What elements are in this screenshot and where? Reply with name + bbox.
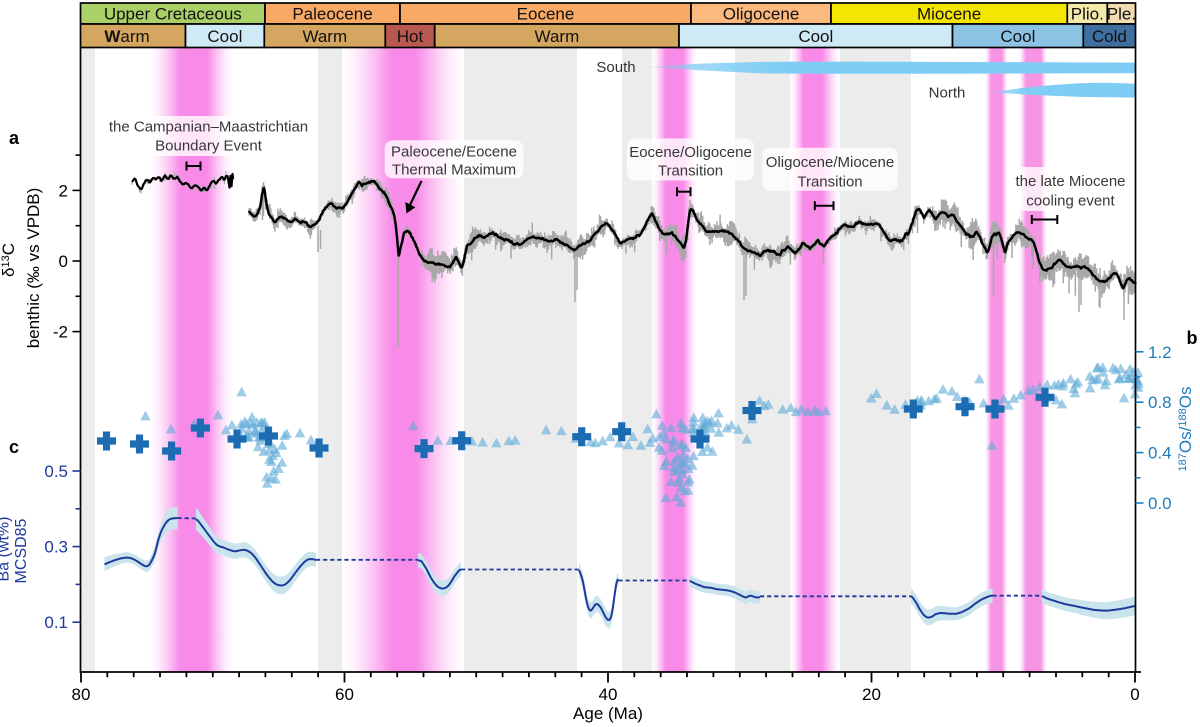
svg-text:Transition: Transition (797, 174, 862, 191)
svg-text:Upper Cretaceous: Upper Cretaceous (104, 5, 242, 24)
svg-text:MCSD85: MCSD85 (13, 518, 30, 583)
svg-text:-2: -2 (53, 323, 68, 342)
svg-text:20: 20 (862, 685, 881, 704)
svg-text:the Campanian–Maastrichtian: the Campanian–Maastrichtian (109, 119, 308, 136)
svg-text:1.2: 1.2 (1148, 343, 1172, 362)
svg-text:Cold: Cold (1092, 27, 1127, 46)
svg-text:Thermal Maximum: Thermal Maximum (392, 162, 516, 179)
svg-text:0: 0 (59, 252, 68, 271)
svg-text:Age (Ma): Age (Ma) (573, 704, 643, 723)
svg-text:Boundary Event: Boundary Event (155, 138, 263, 155)
svg-text:80: 80 (72, 685, 91, 704)
svg-text:187Os/188Os: 187Os/188Os (1176, 387, 1195, 472)
svg-text:Hot: Hot (397, 27, 424, 46)
svg-text:c: c (9, 437, 19, 457)
svg-text:benthic (‰ vs VPDB): benthic (‰ vs VPDB) (24, 188, 43, 349)
svg-text:Oligocene/Miocene: Oligocene/Miocene (766, 154, 894, 171)
svg-text:0.1: 0.1 (44, 613, 68, 632)
svg-text:0: 0 (1130, 685, 1139, 704)
svg-text:Eocene: Eocene (517, 5, 575, 24)
svg-text:North: North (929, 85, 966, 102)
svg-text:60: 60 (335, 685, 354, 704)
svg-text:b: b (1187, 328, 1198, 348)
svg-text:Miocene: Miocene (917, 5, 981, 24)
svg-text:Cool: Cool (207, 27, 242, 46)
svg-text:the late Miocene: the late Miocene (1015, 173, 1125, 190)
svg-text:Cool: Cool (1000, 27, 1035, 46)
svg-text:0.3: 0.3 (44, 538, 68, 557)
svg-text:δ13C: δ13C (0, 243, 18, 277)
svg-text:Warm: Warm (535, 27, 580, 46)
svg-text:Eocene/Oligocene: Eocene/Oligocene (629, 144, 752, 161)
svg-text:Ba (wt%): Ba (wt%) (0, 517, 13, 582)
svg-text:Paleocene: Paleocene (292, 5, 372, 24)
svg-text:0.4: 0.4 (1148, 444, 1172, 463)
svg-text:0.8: 0.8 (1148, 393, 1172, 412)
svg-text:Oligocene: Oligocene (723, 5, 800, 24)
svg-text:Cool: Cool (798, 27, 833, 46)
svg-text:0.0: 0.0 (1148, 494, 1172, 513)
svg-text:Transition: Transition (658, 163, 723, 180)
svg-text:Warm: Warm (302, 27, 347, 46)
svg-text:Plio.: Plio. (1071, 5, 1104, 24)
svg-text:South: South (596, 59, 635, 76)
svg-text:2: 2 (59, 181, 68, 200)
svg-text:0.5: 0.5 (44, 462, 68, 481)
svg-text:Warm: Warm (104, 27, 149, 46)
svg-text:cooling event: cooling event (1026, 192, 1115, 209)
svg-text:Ple.: Ple. (1107, 5, 1136, 24)
svg-text:Paleocene/Eocene: Paleocene/Eocene (391, 144, 517, 161)
svg-text:40: 40 (599, 685, 618, 704)
svg-text:a: a (9, 128, 20, 148)
